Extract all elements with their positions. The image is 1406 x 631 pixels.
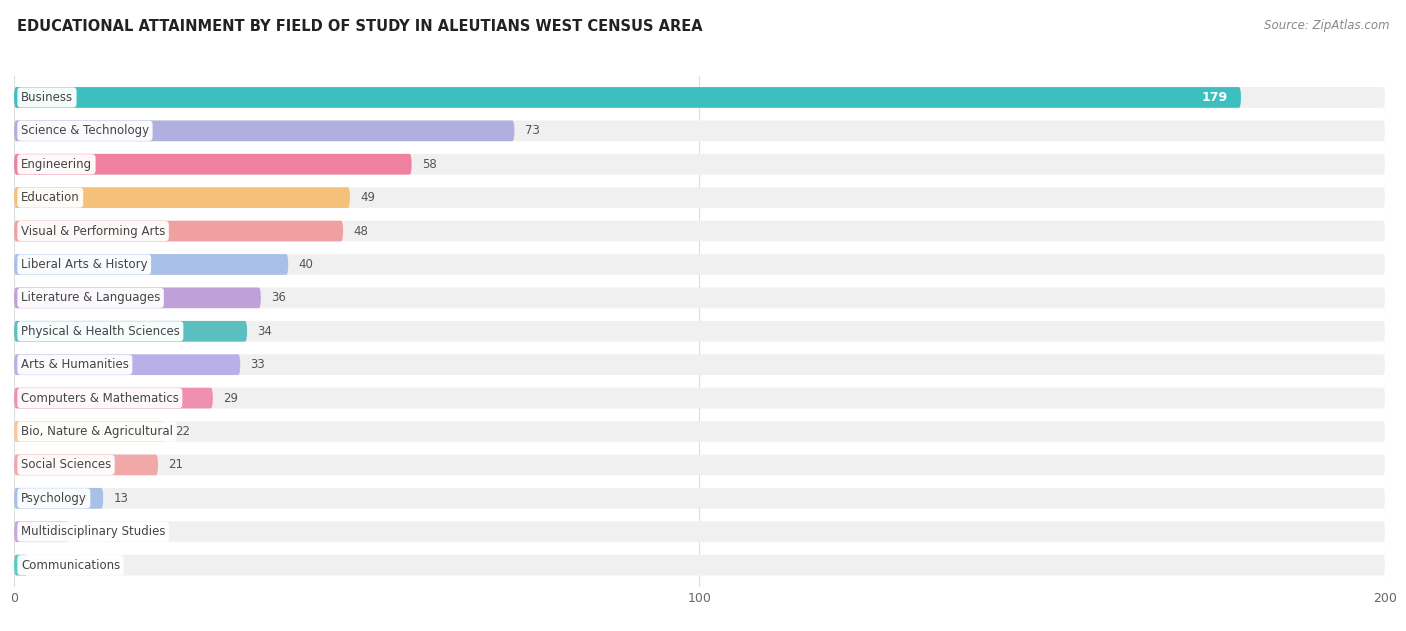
Text: 58: 58 <box>422 158 437 171</box>
FancyBboxPatch shape <box>14 555 28 575</box>
FancyBboxPatch shape <box>14 387 1385 408</box>
Text: Business: Business <box>21 91 73 104</box>
FancyBboxPatch shape <box>14 187 1385 208</box>
Text: Visual & Performing Arts: Visual & Performing Arts <box>21 225 166 237</box>
FancyBboxPatch shape <box>14 121 515 141</box>
FancyBboxPatch shape <box>14 154 1385 175</box>
FancyBboxPatch shape <box>14 521 69 542</box>
Text: 29: 29 <box>224 392 238 404</box>
Text: Arts & Humanities: Arts & Humanities <box>21 358 129 371</box>
Text: 13: 13 <box>114 492 128 505</box>
FancyBboxPatch shape <box>14 454 1385 475</box>
Text: 8: 8 <box>79 525 87 538</box>
Text: Science & Technology: Science & Technology <box>21 124 149 138</box>
Text: EDUCATIONAL ATTAINMENT BY FIELD OF STUDY IN ALEUTIANS WEST CENSUS AREA: EDUCATIONAL ATTAINMENT BY FIELD OF STUDY… <box>17 19 703 34</box>
Text: Computers & Mathematics: Computers & Mathematics <box>21 392 179 404</box>
Text: 34: 34 <box>257 325 273 338</box>
Text: Engineering: Engineering <box>21 158 91 171</box>
Text: Source: ZipAtlas.com: Source: ZipAtlas.com <box>1264 19 1389 32</box>
FancyBboxPatch shape <box>14 254 288 275</box>
FancyBboxPatch shape <box>14 454 157 475</box>
Text: 21: 21 <box>169 458 183 471</box>
FancyBboxPatch shape <box>14 321 247 341</box>
FancyBboxPatch shape <box>14 87 1241 108</box>
Text: Communications: Communications <box>21 558 120 572</box>
Text: 2: 2 <box>38 558 45 572</box>
FancyBboxPatch shape <box>14 254 1385 275</box>
Text: 49: 49 <box>360 191 375 204</box>
FancyBboxPatch shape <box>14 221 343 242</box>
Text: 22: 22 <box>176 425 190 438</box>
Text: Literature & Languages: Literature & Languages <box>21 292 160 304</box>
Text: Liberal Arts & History: Liberal Arts & History <box>21 258 148 271</box>
Text: 33: 33 <box>250 358 266 371</box>
FancyBboxPatch shape <box>14 87 1385 108</box>
Text: 40: 40 <box>298 258 314 271</box>
FancyBboxPatch shape <box>14 355 240 375</box>
Text: Multidisciplinary Studies: Multidisciplinary Studies <box>21 525 166 538</box>
FancyBboxPatch shape <box>14 355 1385 375</box>
FancyBboxPatch shape <box>14 221 1385 242</box>
FancyBboxPatch shape <box>14 555 1385 575</box>
FancyBboxPatch shape <box>14 187 350 208</box>
FancyBboxPatch shape <box>14 521 1385 542</box>
FancyBboxPatch shape <box>14 421 1385 442</box>
FancyBboxPatch shape <box>14 421 165 442</box>
FancyBboxPatch shape <box>14 321 1385 341</box>
FancyBboxPatch shape <box>14 288 1385 308</box>
Text: 179: 179 <box>1201 91 1227 104</box>
FancyBboxPatch shape <box>14 387 212 408</box>
Text: Bio, Nature & Agricultural: Bio, Nature & Agricultural <box>21 425 173 438</box>
FancyBboxPatch shape <box>14 121 1385 141</box>
FancyBboxPatch shape <box>14 488 103 509</box>
FancyBboxPatch shape <box>14 488 1385 509</box>
Text: Social Sciences: Social Sciences <box>21 458 111 471</box>
Text: Education: Education <box>21 191 80 204</box>
Text: 36: 36 <box>271 292 285 304</box>
Text: 48: 48 <box>353 225 368 237</box>
Text: Physical & Health Sciences: Physical & Health Sciences <box>21 325 180 338</box>
Text: 73: 73 <box>524 124 540 138</box>
FancyBboxPatch shape <box>14 288 262 308</box>
Text: Psychology: Psychology <box>21 492 87 505</box>
FancyBboxPatch shape <box>14 154 412 175</box>
